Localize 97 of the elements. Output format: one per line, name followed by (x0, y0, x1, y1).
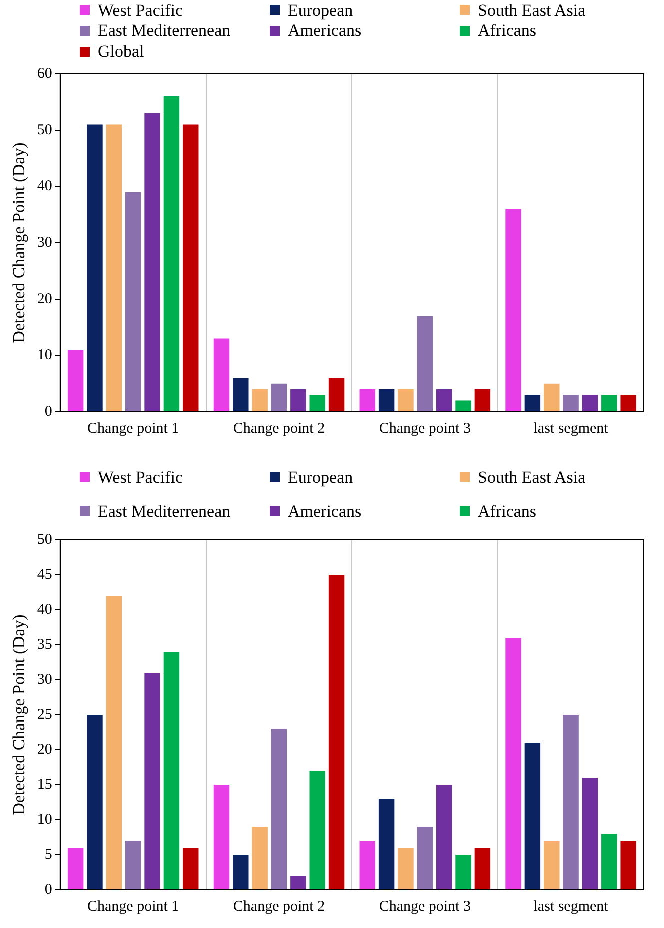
bar (378, 389, 395, 412)
x-tick-label: Change point 3 (379, 420, 471, 437)
bar (360, 389, 376, 412)
bar (252, 827, 268, 890)
bar (125, 192, 142, 412)
bar (106, 596, 122, 890)
y-tick-label: 45 (37, 566, 52, 583)
bar (456, 855, 472, 890)
x-tick-label: Change point 2 (233, 420, 326, 437)
bar (563, 395, 579, 412)
y-axis-title: Detected Change Point (Day) (10, 614, 29, 816)
x-tick-label: last segment (534, 420, 610, 437)
bar (214, 785, 230, 890)
y-tick-label: 20 (37, 742, 52, 758)
y-tick-label: 0 (44, 882, 52, 898)
legend-label: East Mediterrenean (98, 21, 231, 40)
y-axis-title: Detected Change Point (Day) (10, 142, 29, 344)
bar (506, 209, 522, 412)
bar (144, 113, 160, 412)
bar (87, 124, 103, 412)
y-tick-label: 50 (37, 532, 52, 548)
y-tick-label: 25 (37, 706, 52, 723)
y-tick-label: 40 (37, 602, 52, 618)
bar (417, 316, 434, 412)
bar (582, 778, 598, 890)
legend-label: East Mediterrenean (98, 502, 231, 520)
bar (106, 124, 122, 412)
bar (183, 848, 199, 890)
legend-label: Global (98, 42, 144, 62)
bar (582, 395, 598, 412)
y-tick-label: 20 (37, 291, 52, 308)
bar (68, 350, 84, 412)
bar (474, 848, 491, 890)
y-tick-label: 30 (37, 672, 52, 688)
y-tick-label: 30 (37, 234, 52, 251)
bar (563, 715, 579, 890)
bar (436, 785, 452, 890)
y-tick-label: 40 (37, 178, 52, 195)
bar (378, 799, 395, 890)
bar (252, 389, 268, 412)
legend-label: West Pacific (98, 468, 184, 486)
bar (164, 652, 180, 890)
legend-label: European (288, 0, 354, 20)
y-tick-label: 50 (37, 122, 52, 138)
bar (144, 673, 160, 890)
bar (87, 715, 103, 890)
legend-label: Africans (478, 502, 537, 520)
y-tick-label: 10 (37, 348, 52, 364)
x-tick-label: last segment (534, 898, 610, 915)
bar (233, 378, 249, 412)
bar (417, 827, 434, 890)
bar (602, 395, 618, 412)
y-tick-label: 0 (44, 404, 52, 420)
bar (164, 96, 180, 412)
bar (328, 378, 345, 412)
bar (271, 729, 288, 890)
bar (68, 848, 84, 890)
bar (544, 384, 560, 412)
bar (620, 395, 636, 412)
legend-label: South East Asia (478, 468, 586, 486)
bar (524, 395, 541, 412)
bar (271, 384, 288, 412)
bar (290, 389, 306, 412)
legend-label: South East Asia (478, 0, 586, 20)
legend-label: Americans (288, 502, 362, 520)
legend-label: Africans (478, 21, 537, 40)
bar (360, 841, 376, 890)
bar (456, 400, 472, 412)
bar (310, 395, 326, 412)
x-tick-label: Change point 2 (233, 898, 326, 915)
bar (125, 841, 142, 890)
y-tick-label: 5 (44, 846, 52, 863)
x-tick-label: Change point 1 (88, 898, 180, 915)
bar (183, 124, 199, 412)
bar (544, 841, 560, 890)
bar (436, 389, 452, 412)
x-tick-label: Change point 3 (379, 898, 471, 915)
bar (398, 848, 414, 890)
bar (233, 855, 249, 890)
y-tick-label: 60 (37, 66, 52, 82)
y-tick-label: 15 (37, 776, 52, 793)
bar (290, 876, 306, 890)
bar (398, 389, 414, 412)
bar (474, 389, 491, 412)
bar (602, 834, 618, 890)
y-tick-label: 10 (37, 812, 52, 828)
y-tick-label: 35 (37, 636, 52, 653)
legend-label: Americans (288, 21, 362, 40)
bar (506, 638, 522, 890)
x-tick-label: Change point 1 (88, 420, 180, 437)
bar (328, 575, 345, 890)
bar (214, 338, 230, 412)
bar (620, 841, 636, 890)
bar (310, 771, 326, 890)
legend-label: European (288, 468, 354, 486)
legend-label: West Pacific (98, 0, 184, 20)
bar (524, 743, 541, 890)
